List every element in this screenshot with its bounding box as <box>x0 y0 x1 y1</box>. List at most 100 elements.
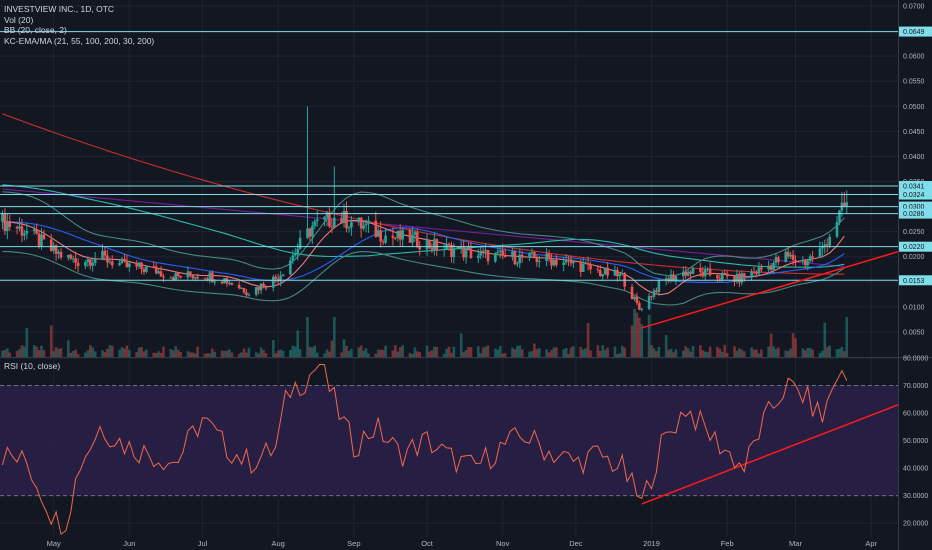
volume-bar <box>772 346 775 357</box>
volume-bar <box>93 351 97 357</box>
volume-bar <box>289 350 292 357</box>
candle-body <box>293 253 297 256</box>
candle-body <box>6 222 9 231</box>
volume-bar <box>176 349 180 357</box>
candle-body <box>257 287 260 291</box>
volume-bar <box>108 345 112 357</box>
candle-body <box>254 287 258 295</box>
candle-body <box>791 254 795 261</box>
volume-bar <box>228 349 231 357</box>
candle-body <box>162 276 165 278</box>
candle-body <box>174 273 177 281</box>
candle-body <box>357 217 361 223</box>
volume-bar <box>479 353 483 357</box>
volume-bar <box>708 346 712 357</box>
candle-body <box>638 303 641 310</box>
volume-bar <box>23 346 26 357</box>
candle-body <box>603 267 607 275</box>
volume-bar <box>118 349 121 357</box>
volume-bar <box>1 350 4 357</box>
volume-bar <box>703 351 707 357</box>
candle-body <box>203 278 207 280</box>
candle-body <box>464 248 468 258</box>
volume-bar <box>664 335 668 357</box>
candle-body <box>801 259 805 262</box>
candle-body <box>767 265 770 270</box>
legend-rsi[interactable]: RSI (10, close) <box>4 361 61 371</box>
candle-body <box>296 248 300 254</box>
volume-bar <box>681 350 685 357</box>
candle-body <box>128 263 131 268</box>
volume-bar <box>511 347 514 357</box>
volume-bar <box>699 345 702 357</box>
volume-bar <box>530 351 534 357</box>
candle-body <box>564 259 568 263</box>
legend-vol[interactable]: Vol (20) <box>4 14 34 25</box>
rsi-overbought-oversold-band <box>0 385 898 496</box>
volume-bar <box>76 353 80 357</box>
legend-bb[interactable]: BB (20, close, 2) <box>4 25 67 35</box>
candle-body <box>459 247 463 250</box>
candle-body <box>447 243 451 246</box>
candle-body <box>247 294 251 296</box>
candle-body <box>760 267 763 270</box>
volume-bar <box>735 350 739 357</box>
volume-bar <box>520 349 524 357</box>
candle-body <box>784 251 788 262</box>
price-levels[interactable] <box>0 31 898 281</box>
legend-kc[interactable]: KC-EMA/MA (21, 55, 100, 200, 30, 200) <box>4 35 155 46</box>
candle-body <box>418 247 422 250</box>
volume-bar <box>191 352 195 357</box>
candle-body <box>259 283 263 291</box>
candle-body <box>433 239 436 250</box>
volume-bar <box>516 345 519 357</box>
volume-bar <box>157 351 160 357</box>
candle-body <box>430 247 434 250</box>
main-legend[interactable]: INVESTVIEW INC., 1D, OTC Vol (20) BB (20… <box>4 4 154 46</box>
candle-body <box>110 261 114 266</box>
rsi-legend[interactable]: RSI (10, close) <box>4 361 60 372</box>
candle-body <box>742 273 746 278</box>
volume-bar <box>784 350 788 357</box>
volume-bar <box>669 348 673 357</box>
volume-bar <box>223 351 226 357</box>
volume-bar <box>428 351 431 357</box>
candle-body <box>279 275 282 282</box>
trendlines[interactable] <box>641 250 899 505</box>
volume-bar <box>208 353 212 357</box>
legend-symbol[interactable]: INVESTVIEW INC., 1D, OTC <box>4 4 115 14</box>
volume-bar <box>503 353 507 357</box>
candle-body <box>186 271 190 278</box>
volume-bar <box>237 353 241 357</box>
volume-bar <box>445 348 448 357</box>
candle-body <box>723 272 727 274</box>
candle-body <box>825 244 829 246</box>
volume-bar <box>806 347 810 357</box>
volume-bar <box>547 352 551 357</box>
candle-body <box>340 217 343 223</box>
candle-body <box>347 227 351 229</box>
candle-body <box>169 277 173 279</box>
candle-body <box>586 263 590 265</box>
volume-bar <box>54 347 58 357</box>
candle-body <box>520 254 524 258</box>
volume-bar <box>657 346 661 357</box>
candle-body <box>789 254 792 257</box>
price-tick-label: 0.0250 <box>903 229 925 236</box>
volume-bar <box>584 348 587 357</box>
volume-bar <box>247 347 251 357</box>
volume-bar <box>240 352 243 357</box>
date-tick-label: Oct <box>421 539 434 548</box>
candle-body <box>367 220 370 224</box>
candle-body <box>396 230 400 238</box>
volume-bar <box>818 352 822 357</box>
candle-body <box>1 213 4 222</box>
volume-bar <box>264 353 268 357</box>
volume-bar <box>791 333 795 357</box>
candle-body <box>481 250 485 252</box>
candle-body <box>342 210 346 223</box>
price-tick-label: 0.0550 <box>903 79 925 86</box>
volume-bar <box>159 352 163 357</box>
candle-body <box>572 261 575 264</box>
